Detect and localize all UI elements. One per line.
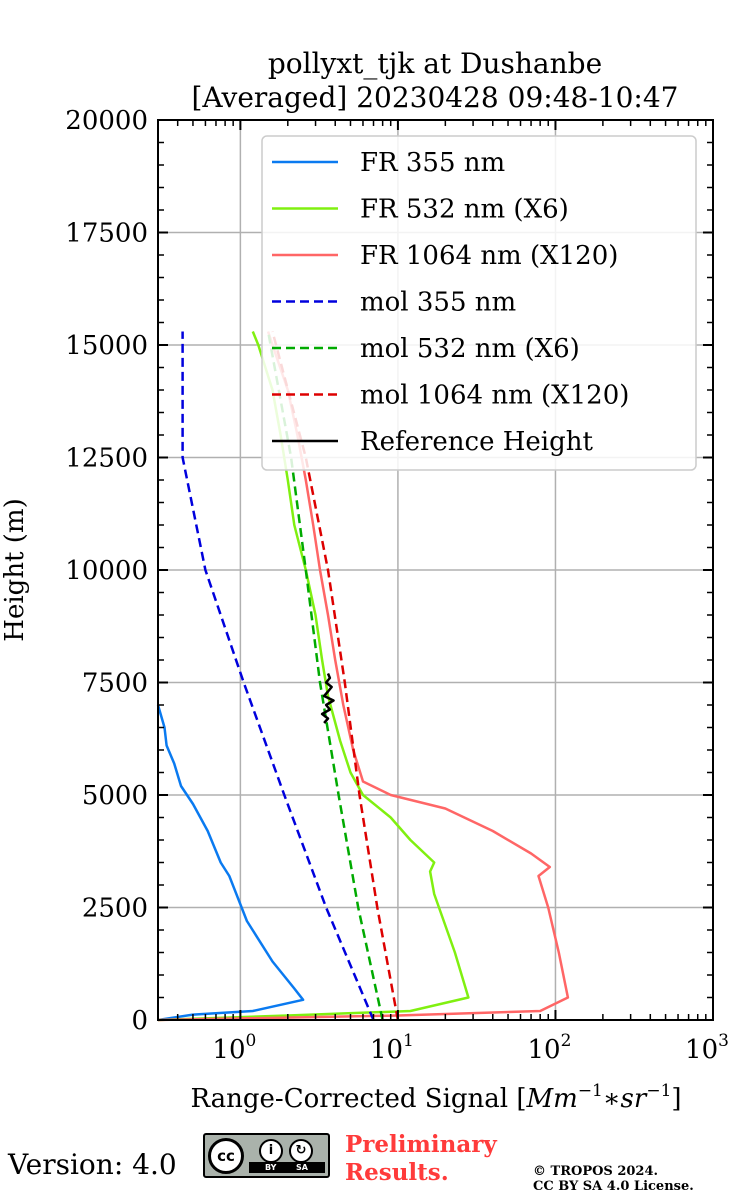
copyright-notice: © TROPOS 2024. CC BY SA 4.0 License.	[533, 1164, 694, 1194]
legend-label-mol-355-nm: mol 355 nm	[360, 288, 516, 318]
legend: FR 355 nm FR 532 nm (X6) FR 1064 nm (X120)…	[261, 135, 697, 471]
cc-license-badge: cc i ↻ BY SA	[203, 1133, 330, 1178]
chart-title-line-2: [Averaged] 20230428 09:48-10:47	[192, 81, 679, 114]
legend-label-fr-355-nm: FR 355 nm	[360, 148, 505, 178]
x-tick-label: 103	[685, 1031, 729, 1065]
version-label: Version: 4.0	[8, 1148, 177, 1181]
badge-by-text: BY	[265, 1163, 277, 1172]
y-tick-label: 20000	[65, 106, 148, 136]
series-line-fr-1064-nm-x120	[157, 331, 570, 1022]
series-line-mol-355-nm	[181, 331, 375, 1021]
series-line-mol-1064-nm-x120	[271, 331, 400, 1021]
preliminary-results-note: Preliminary Results.	[345, 1131, 497, 1187]
person-icon: i	[259, 1139, 283, 1163]
series-line-reference-height	[320, 673, 335, 724]
y-tick-label: 0	[131, 1006, 148, 1036]
y-tick-label: 12500	[65, 444, 148, 474]
preliminary-line-1: Preliminary	[345, 1131, 497, 1158]
axis-ticks	[157, 119, 714, 1021]
series-line-fr-355-nm	[156, 704, 305, 1022]
x-axis-label-units: Mm	[526, 1084, 578, 1114]
chart-title: pollyxt_tjk at Dushanbe [Averaged] 20230…	[192, 47, 679, 114]
x-tick-label: 102	[527, 1031, 571, 1065]
x-axis-label-text: Range-Corrected Signal [	[190, 1084, 526, 1114]
copyright-line-2: CC BY SA 4.0 License.	[533, 1179, 694, 1194]
tick-labels: 100 101 102 103 0 2500 5000 7500 10000 12500 15000…	[65, 106, 729, 1065]
copyright-line-1: © TROPOS 2024.	[533, 1164, 659, 1179]
badge-strip	[249, 1162, 325, 1173]
legend-label-fr-532-nm-x6: FR 532 nm (X6)	[360, 195, 569, 225]
badge-sa-text: SA	[296, 1163, 308, 1172]
preliminary-line-2: Results.	[345, 1159, 449, 1186]
x-axis-label-exp2: −1	[646, 1081, 671, 1101]
y-tick-label: 10000	[65, 556, 148, 586]
cc-icon: cc	[208, 1138, 244, 1174]
x-axis-label: Range-Corrected Signal [Mm−1∗sr−1]	[190, 1081, 681, 1114]
legend-label-fr-1064-nm-x120: FR 1064 nm (X120)	[360, 241, 618, 271]
x-tick-label: 100	[212, 1031, 256, 1065]
y-axis-label: Height (m)	[0, 498, 30, 641]
y-tick-label: 2500	[82, 894, 148, 924]
share-alike-icon: ↻	[289, 1139, 313, 1163]
y-tick-label: 17500	[65, 219, 148, 249]
x-axis-label-close: ]	[671, 1084, 681, 1114]
y-tick-label: 5000	[82, 781, 148, 811]
legend-label-mol-1064-nm-x120: mol 1064 nm (X120)	[360, 381, 629, 411]
x-axis-label-exp1: −1	[578, 1081, 603, 1101]
series-line-mol-532-nm-x6	[266, 331, 384, 1021]
x-axis-label-star: ∗	[603, 1084, 621, 1114]
legend-box	[261, 135, 697, 471]
legend-label-mol-532-nm-x6: mol 532 nm (X6)	[360, 334, 580, 364]
x-tick-label: 101	[370, 1031, 414, 1065]
x-axis-label-units2: sr	[621, 1084, 648, 1114]
legend-label-reference-height: Reference Height	[360, 427, 594, 457]
y-tick-label: 15000	[65, 331, 148, 361]
y-tick-label: 7500	[82, 669, 148, 699]
chart-title-line-1: pollyxt_tjk at Dushanbe	[268, 47, 602, 80]
